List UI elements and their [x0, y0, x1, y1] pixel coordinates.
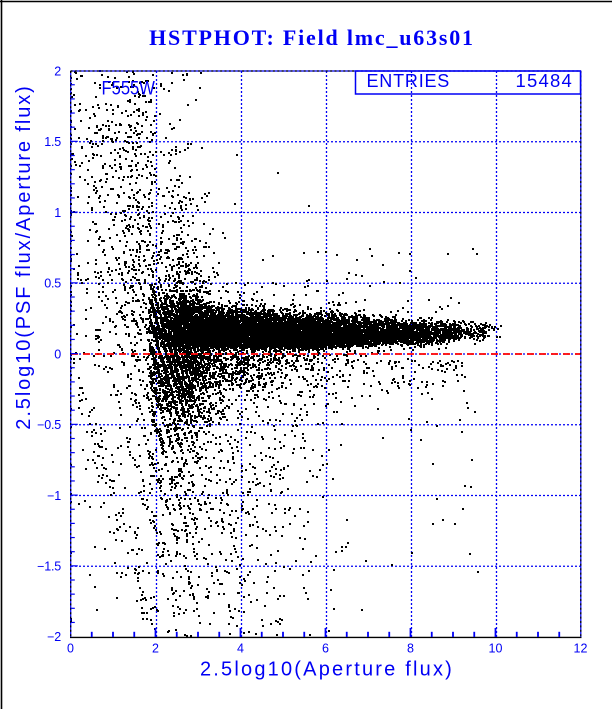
svg-text:2.5log10(PSF flux/Aperture flu: 2.5log10(PSF flux/Aperture flux): [13, 84, 35, 429]
svg-text:6: 6: [322, 642, 329, 656]
svg-text:−1.5: −1.5: [37, 560, 61, 574]
svg-text:−2: −2: [47, 630, 61, 644]
svg-text:0: 0: [67, 642, 74, 656]
svg-text:1.5: 1.5: [44, 135, 61, 149]
svg-text:−0.5: −0.5: [37, 418, 61, 432]
svg-text:15484: 15484: [516, 70, 573, 91]
svg-text:2: 2: [54, 65, 61, 79]
svg-text:10: 10: [489, 642, 503, 656]
svg-text:ENTRIES: ENTRIES: [367, 71, 451, 91]
svg-text:2.5log10(Aperture flux): 2.5log10(Aperture flux): [200, 659, 454, 681]
svg-text:8: 8: [407, 642, 414, 656]
svg-text:2: 2: [152, 642, 159, 656]
svg-text:HSTPHOT: Field lmc_u63s01: HSTPHOT: Field lmc_u63s01: [149, 25, 475, 50]
svg-text:0.5: 0.5: [44, 277, 61, 291]
svg-text:1: 1: [54, 206, 61, 220]
svg-text:−1: −1: [47, 489, 61, 503]
svg-text:F555W: F555W: [102, 77, 155, 99]
svg-text:0: 0: [54, 348, 61, 362]
svg-text:4: 4: [237, 642, 244, 656]
svg-text:12: 12: [574, 642, 588, 656]
